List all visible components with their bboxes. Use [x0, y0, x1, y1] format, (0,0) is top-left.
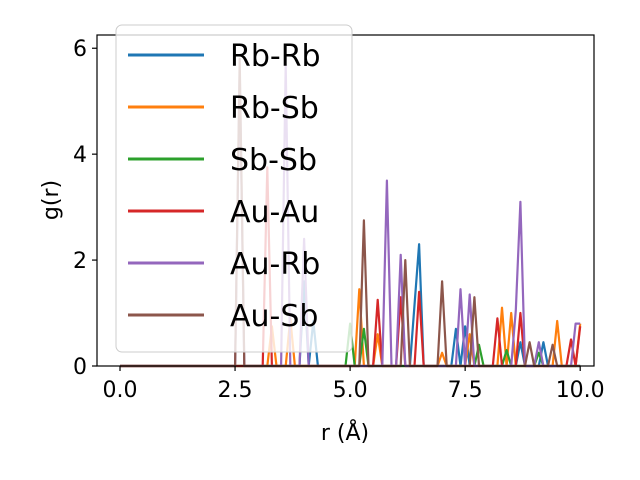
- x-axis-label: r (Å): [321, 419, 369, 446]
- x-tick-label: 5.0: [333, 378, 368, 403]
- x-tick-label: 7.5: [448, 378, 483, 403]
- legend-label: Rb-Sb: [230, 91, 319, 126]
- x-tick-label: 10.0: [556, 378, 605, 403]
- legend: Rb-Rb Rb-Sb Sb-Sb Au-Au Au-Rb Au-Sb: [115, 24, 353, 353]
- legend-label: Au-Rb: [230, 247, 320, 282]
- legend-label: Au-Sb: [230, 299, 318, 334]
- legend-label: Rb-Rb: [230, 39, 321, 74]
- y-tick-label: 4: [73, 143, 87, 168]
- legend-label: Sb-Sb: [230, 143, 317, 178]
- x-tick-label: 0.0: [103, 378, 138, 403]
- y-axis-label: g(r): [39, 180, 64, 220]
- y-tick-label: 6: [73, 37, 87, 62]
- ticks: 0.0 2.5 5.0 7.5 10.0 0 2 4 6: [73, 37, 605, 403]
- y-tick-label: 2: [73, 249, 87, 274]
- legend-label: Au-Au: [230, 195, 319, 230]
- y-tick-label: 0: [73, 355, 87, 380]
- x-tick-label: 2.5: [218, 378, 253, 403]
